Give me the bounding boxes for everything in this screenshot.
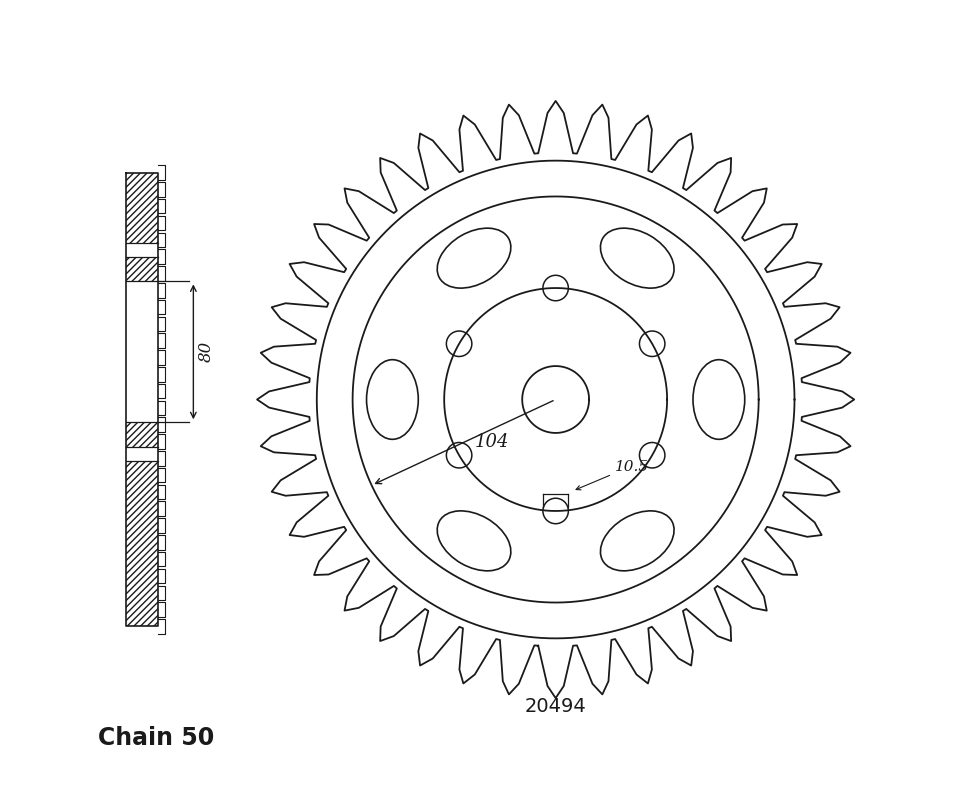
- Text: Chain 50: Chain 50: [98, 726, 214, 750]
- Bar: [126, 256, 157, 281]
- Bar: [126, 422, 157, 447]
- Bar: [126, 173, 157, 243]
- Text: 104: 104: [474, 433, 509, 451]
- Text: 80: 80: [198, 341, 215, 363]
- Text: 20494: 20494: [525, 697, 587, 716]
- Bar: [126, 461, 157, 626]
- Text: 10.5: 10.5: [614, 459, 649, 474]
